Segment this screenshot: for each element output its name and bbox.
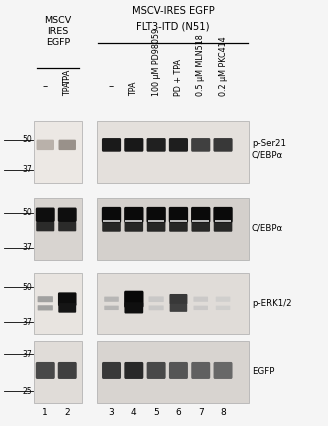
Text: 6: 6 xyxy=(175,408,181,417)
Text: 37: 37 xyxy=(22,350,32,359)
FancyBboxPatch shape xyxy=(124,207,144,223)
FancyBboxPatch shape xyxy=(170,304,187,312)
Text: TPA: TPA xyxy=(63,81,72,96)
FancyBboxPatch shape xyxy=(214,138,233,152)
Text: 8: 8 xyxy=(220,408,226,417)
FancyBboxPatch shape xyxy=(146,207,166,223)
Text: 100 μM PD98059: 100 μM PD98059 xyxy=(152,28,161,96)
Text: MSCV
IRES
EGFP: MSCV IRES EGFP xyxy=(45,16,72,47)
Text: 5: 5 xyxy=(153,408,159,417)
FancyBboxPatch shape xyxy=(169,221,188,232)
FancyBboxPatch shape xyxy=(124,138,143,152)
Text: C/EBPα: C/EBPα xyxy=(252,223,283,232)
Text: 1: 1 xyxy=(42,408,48,417)
Text: MSCV-IRES EGFP: MSCV-IRES EGFP xyxy=(132,6,215,16)
FancyBboxPatch shape xyxy=(214,221,232,232)
FancyBboxPatch shape xyxy=(216,296,230,302)
Bar xyxy=(34,273,82,334)
FancyBboxPatch shape xyxy=(58,140,76,150)
Text: TPA: TPA xyxy=(63,69,72,85)
Bar xyxy=(97,121,249,183)
Text: 4: 4 xyxy=(131,408,137,417)
FancyBboxPatch shape xyxy=(124,302,143,314)
FancyBboxPatch shape xyxy=(102,207,121,223)
Text: p-ERK1/2: p-ERK1/2 xyxy=(252,299,292,308)
FancyBboxPatch shape xyxy=(58,207,77,222)
FancyBboxPatch shape xyxy=(102,221,121,232)
Text: 0.5 μM MLN518: 0.5 μM MLN518 xyxy=(196,34,205,96)
FancyBboxPatch shape xyxy=(38,305,53,311)
Bar xyxy=(97,273,249,334)
FancyBboxPatch shape xyxy=(192,221,210,232)
FancyBboxPatch shape xyxy=(170,294,187,305)
Text: 7: 7 xyxy=(198,408,204,417)
FancyBboxPatch shape xyxy=(147,138,166,152)
Text: 50: 50 xyxy=(22,135,32,144)
FancyBboxPatch shape xyxy=(58,222,76,231)
FancyBboxPatch shape xyxy=(213,207,233,223)
Bar xyxy=(34,341,82,403)
Bar xyxy=(34,121,82,183)
FancyBboxPatch shape xyxy=(36,362,55,379)
Text: EGFP: EGFP xyxy=(252,367,274,376)
FancyBboxPatch shape xyxy=(216,305,230,310)
FancyBboxPatch shape xyxy=(36,207,55,222)
Text: p-Ser21
C/EBPα: p-Ser21 C/EBPα xyxy=(252,139,286,159)
FancyBboxPatch shape xyxy=(147,362,166,379)
FancyBboxPatch shape xyxy=(124,291,144,308)
Text: 3: 3 xyxy=(109,408,114,417)
Text: PD + TPA: PD + TPA xyxy=(174,59,183,96)
Bar xyxy=(97,341,249,403)
FancyBboxPatch shape xyxy=(58,303,76,313)
FancyBboxPatch shape xyxy=(149,296,164,302)
FancyBboxPatch shape xyxy=(169,362,188,379)
FancyBboxPatch shape xyxy=(58,292,76,306)
Text: FLT3-ITD (N51): FLT3-ITD (N51) xyxy=(136,21,210,31)
FancyBboxPatch shape xyxy=(194,296,208,302)
Text: –: – xyxy=(109,82,114,92)
FancyBboxPatch shape xyxy=(149,305,164,310)
FancyBboxPatch shape xyxy=(147,221,165,232)
Text: 50: 50 xyxy=(22,208,32,217)
Bar xyxy=(97,198,249,260)
FancyBboxPatch shape xyxy=(125,221,143,232)
Text: 37: 37 xyxy=(22,317,32,327)
FancyBboxPatch shape xyxy=(102,362,121,379)
FancyBboxPatch shape xyxy=(169,207,188,223)
FancyBboxPatch shape xyxy=(191,138,210,152)
Text: 37: 37 xyxy=(22,243,32,252)
FancyBboxPatch shape xyxy=(102,138,121,152)
FancyBboxPatch shape xyxy=(58,362,77,379)
Text: 50: 50 xyxy=(22,283,32,292)
FancyBboxPatch shape xyxy=(194,305,208,310)
FancyBboxPatch shape xyxy=(191,362,210,379)
FancyBboxPatch shape xyxy=(214,362,233,379)
FancyBboxPatch shape xyxy=(169,138,188,152)
Text: –: – xyxy=(43,82,48,92)
FancyBboxPatch shape xyxy=(36,222,54,231)
FancyBboxPatch shape xyxy=(36,140,54,150)
Text: 25: 25 xyxy=(23,387,32,396)
FancyBboxPatch shape xyxy=(191,207,211,223)
FancyBboxPatch shape xyxy=(104,296,119,302)
Text: TPA: TPA xyxy=(129,81,138,96)
FancyBboxPatch shape xyxy=(38,296,53,302)
Bar xyxy=(34,198,82,260)
FancyBboxPatch shape xyxy=(124,362,143,379)
Text: 2: 2 xyxy=(64,408,70,417)
Text: 37: 37 xyxy=(22,165,32,174)
Text: 0.2 μM PKC414: 0.2 μM PKC414 xyxy=(218,36,228,96)
FancyBboxPatch shape xyxy=(104,305,119,310)
